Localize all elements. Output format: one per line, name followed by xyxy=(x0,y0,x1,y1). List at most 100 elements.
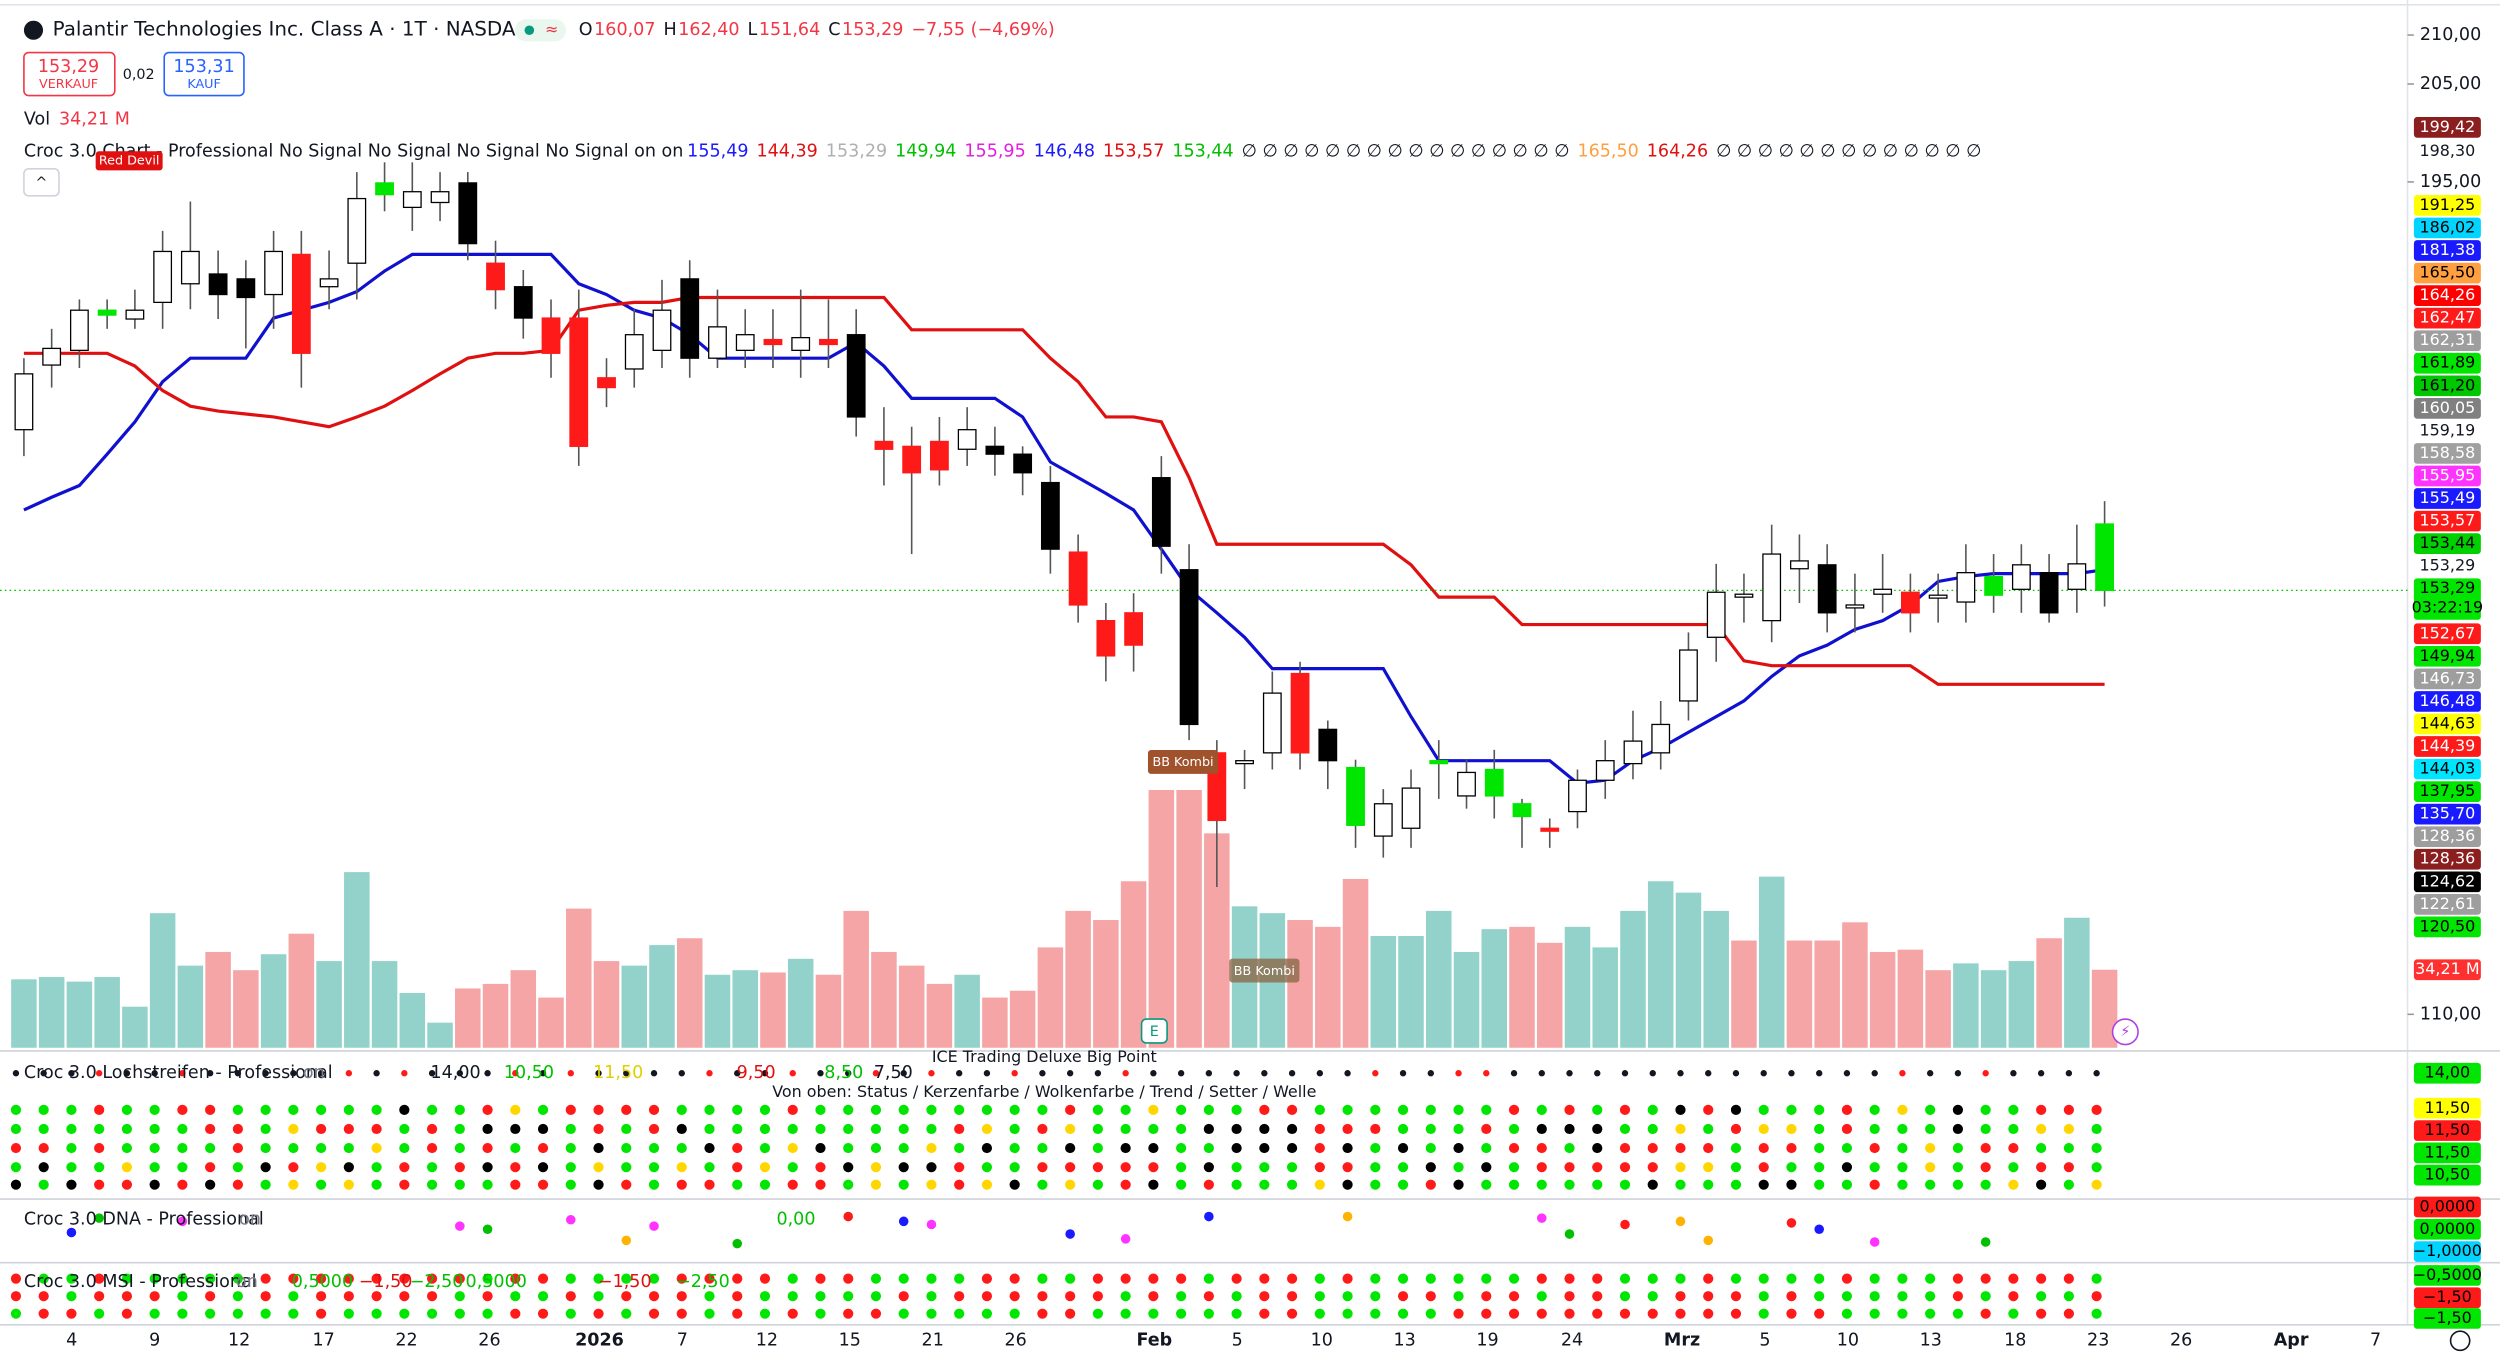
signal-dot xyxy=(1233,1070,1240,1077)
red-devil-text: Red Devil xyxy=(99,153,160,168)
signal-dot xyxy=(704,1142,715,1154)
signal-dot xyxy=(759,1142,771,1154)
signal-dot xyxy=(484,1070,491,1077)
signal-dot xyxy=(537,1162,549,1173)
signal-dot xyxy=(761,1070,769,1077)
volume-bar xyxy=(1814,940,1840,1048)
price-tag-label: 146,48 xyxy=(2420,691,2476,710)
volume-bar xyxy=(1398,935,1424,1048)
signal-dot xyxy=(121,1162,133,1173)
status-pill[interactable] xyxy=(514,19,567,42)
buy-label: KAUF xyxy=(187,77,221,92)
signal-dot xyxy=(205,1273,216,1284)
ohlc-value: 151,64 xyxy=(759,20,820,40)
signal-dot xyxy=(343,1291,354,1302)
signal-dot xyxy=(843,1179,854,1190)
signal-dot xyxy=(426,1104,438,1115)
signal-dot xyxy=(399,1162,410,1173)
signal-dot xyxy=(1092,1179,1103,1190)
signal-dot xyxy=(1952,1162,1964,1173)
pane-value: 11,50 xyxy=(593,1063,643,1083)
signal-dot xyxy=(676,1162,687,1173)
volume-bar xyxy=(1037,947,1064,1048)
signal-dot xyxy=(66,1162,77,1173)
signal-dot xyxy=(1150,1070,1157,1077)
signal-dot xyxy=(316,1179,327,1190)
x-tick-label: 12 xyxy=(756,1331,778,1351)
candle-body xyxy=(1235,760,1254,765)
price-tag-label: 155,49 xyxy=(2420,488,2476,507)
signal-dot xyxy=(954,1308,965,1319)
signal-dot xyxy=(1758,1123,1769,1135)
candle-body xyxy=(1068,551,1088,606)
buy-button[interactable] xyxy=(163,51,245,97)
collapse-icon: ^ xyxy=(35,175,47,191)
candle-body xyxy=(902,445,922,474)
dna-dot xyxy=(482,1224,493,1235)
signal-dot xyxy=(1009,1104,1020,1115)
signal-dot xyxy=(706,1070,713,1077)
signal-dot xyxy=(205,1123,216,1135)
volume-bar xyxy=(1980,970,2007,1048)
lightning-icon[interactable] xyxy=(2111,1018,2139,1046)
signal-dot xyxy=(510,1162,521,1173)
volume-bar xyxy=(344,872,370,1048)
signal-dot xyxy=(177,1123,188,1135)
candle-body xyxy=(208,273,228,296)
indicator-name[interactable]: Croc 3.0 Chart - Professional No Signal … xyxy=(24,141,683,161)
price-tag xyxy=(2413,443,2481,464)
signal-dot xyxy=(1316,1070,1324,1077)
signal-dot xyxy=(537,1104,549,1115)
signal-dot xyxy=(2036,1308,2047,1319)
x-tick-label: 9 xyxy=(149,1331,160,1351)
price-tag-label: 198,30 xyxy=(2420,141,2476,160)
signal-dot xyxy=(595,1070,602,1077)
signal-dot xyxy=(1510,1070,1518,1077)
volume-bar xyxy=(1426,910,1452,1048)
price-tag-label: 120,50 xyxy=(2420,916,2476,935)
symbol-title[interactable]: Palantir Technologies Inc. Class A · 1T … xyxy=(53,18,531,41)
signal-dot xyxy=(1508,1162,1520,1173)
signal-dot xyxy=(621,1142,632,1154)
signal-dot xyxy=(954,1179,965,1190)
signal-dot xyxy=(954,1291,965,1302)
settings-icon[interactable] xyxy=(2449,1330,2471,1352)
sell-button[interactable] xyxy=(23,51,116,97)
signal-dot xyxy=(1703,1308,1714,1319)
price-tag xyxy=(2413,307,2481,329)
ohlc-letter: L xyxy=(748,20,758,40)
y-tick-label: 210,00 xyxy=(2420,25,2481,45)
signal-dot xyxy=(1009,1308,1020,1319)
signal-dot xyxy=(1786,1142,1797,1154)
price-tag-label: 128,36 xyxy=(2420,849,2476,868)
signal-dot xyxy=(1869,1123,1880,1135)
signal-dot xyxy=(316,1162,327,1173)
signal-dot xyxy=(1092,1273,1103,1284)
signal-dot xyxy=(426,1308,438,1319)
earnings-icon[interactable] xyxy=(1140,1018,1168,1044)
volume-bar xyxy=(704,974,731,1048)
signal-dot xyxy=(676,1273,687,1284)
signal-dot xyxy=(1619,1142,1631,1154)
collapse-button[interactable] xyxy=(23,167,60,197)
signal-dot xyxy=(1286,1104,1298,1115)
signal-dot xyxy=(815,1291,826,1302)
signal-dot xyxy=(1259,1291,1270,1302)
price-tag-label: 161,89 xyxy=(2420,353,2476,372)
pane-tag-label: 14,00 xyxy=(2425,1063,2471,1082)
signal-dot xyxy=(428,1070,436,1077)
signal-dot xyxy=(2063,1104,2074,1115)
signal-dot xyxy=(1176,1162,1187,1173)
volume-bar xyxy=(399,993,426,1048)
signal-dot xyxy=(593,1162,604,1173)
signal-dot xyxy=(1925,1273,1936,1284)
signal-dot xyxy=(1758,1308,1769,1319)
pane-value: 9,50 xyxy=(737,1063,776,1083)
signal-dot xyxy=(205,1162,216,1173)
candle-body xyxy=(735,334,755,351)
signal-dot xyxy=(288,1142,299,1154)
signal-dot xyxy=(898,1162,909,1173)
signal-dot xyxy=(1621,1070,1629,1077)
signal-dot xyxy=(1675,1273,1686,1284)
signal-dot xyxy=(759,1123,771,1135)
